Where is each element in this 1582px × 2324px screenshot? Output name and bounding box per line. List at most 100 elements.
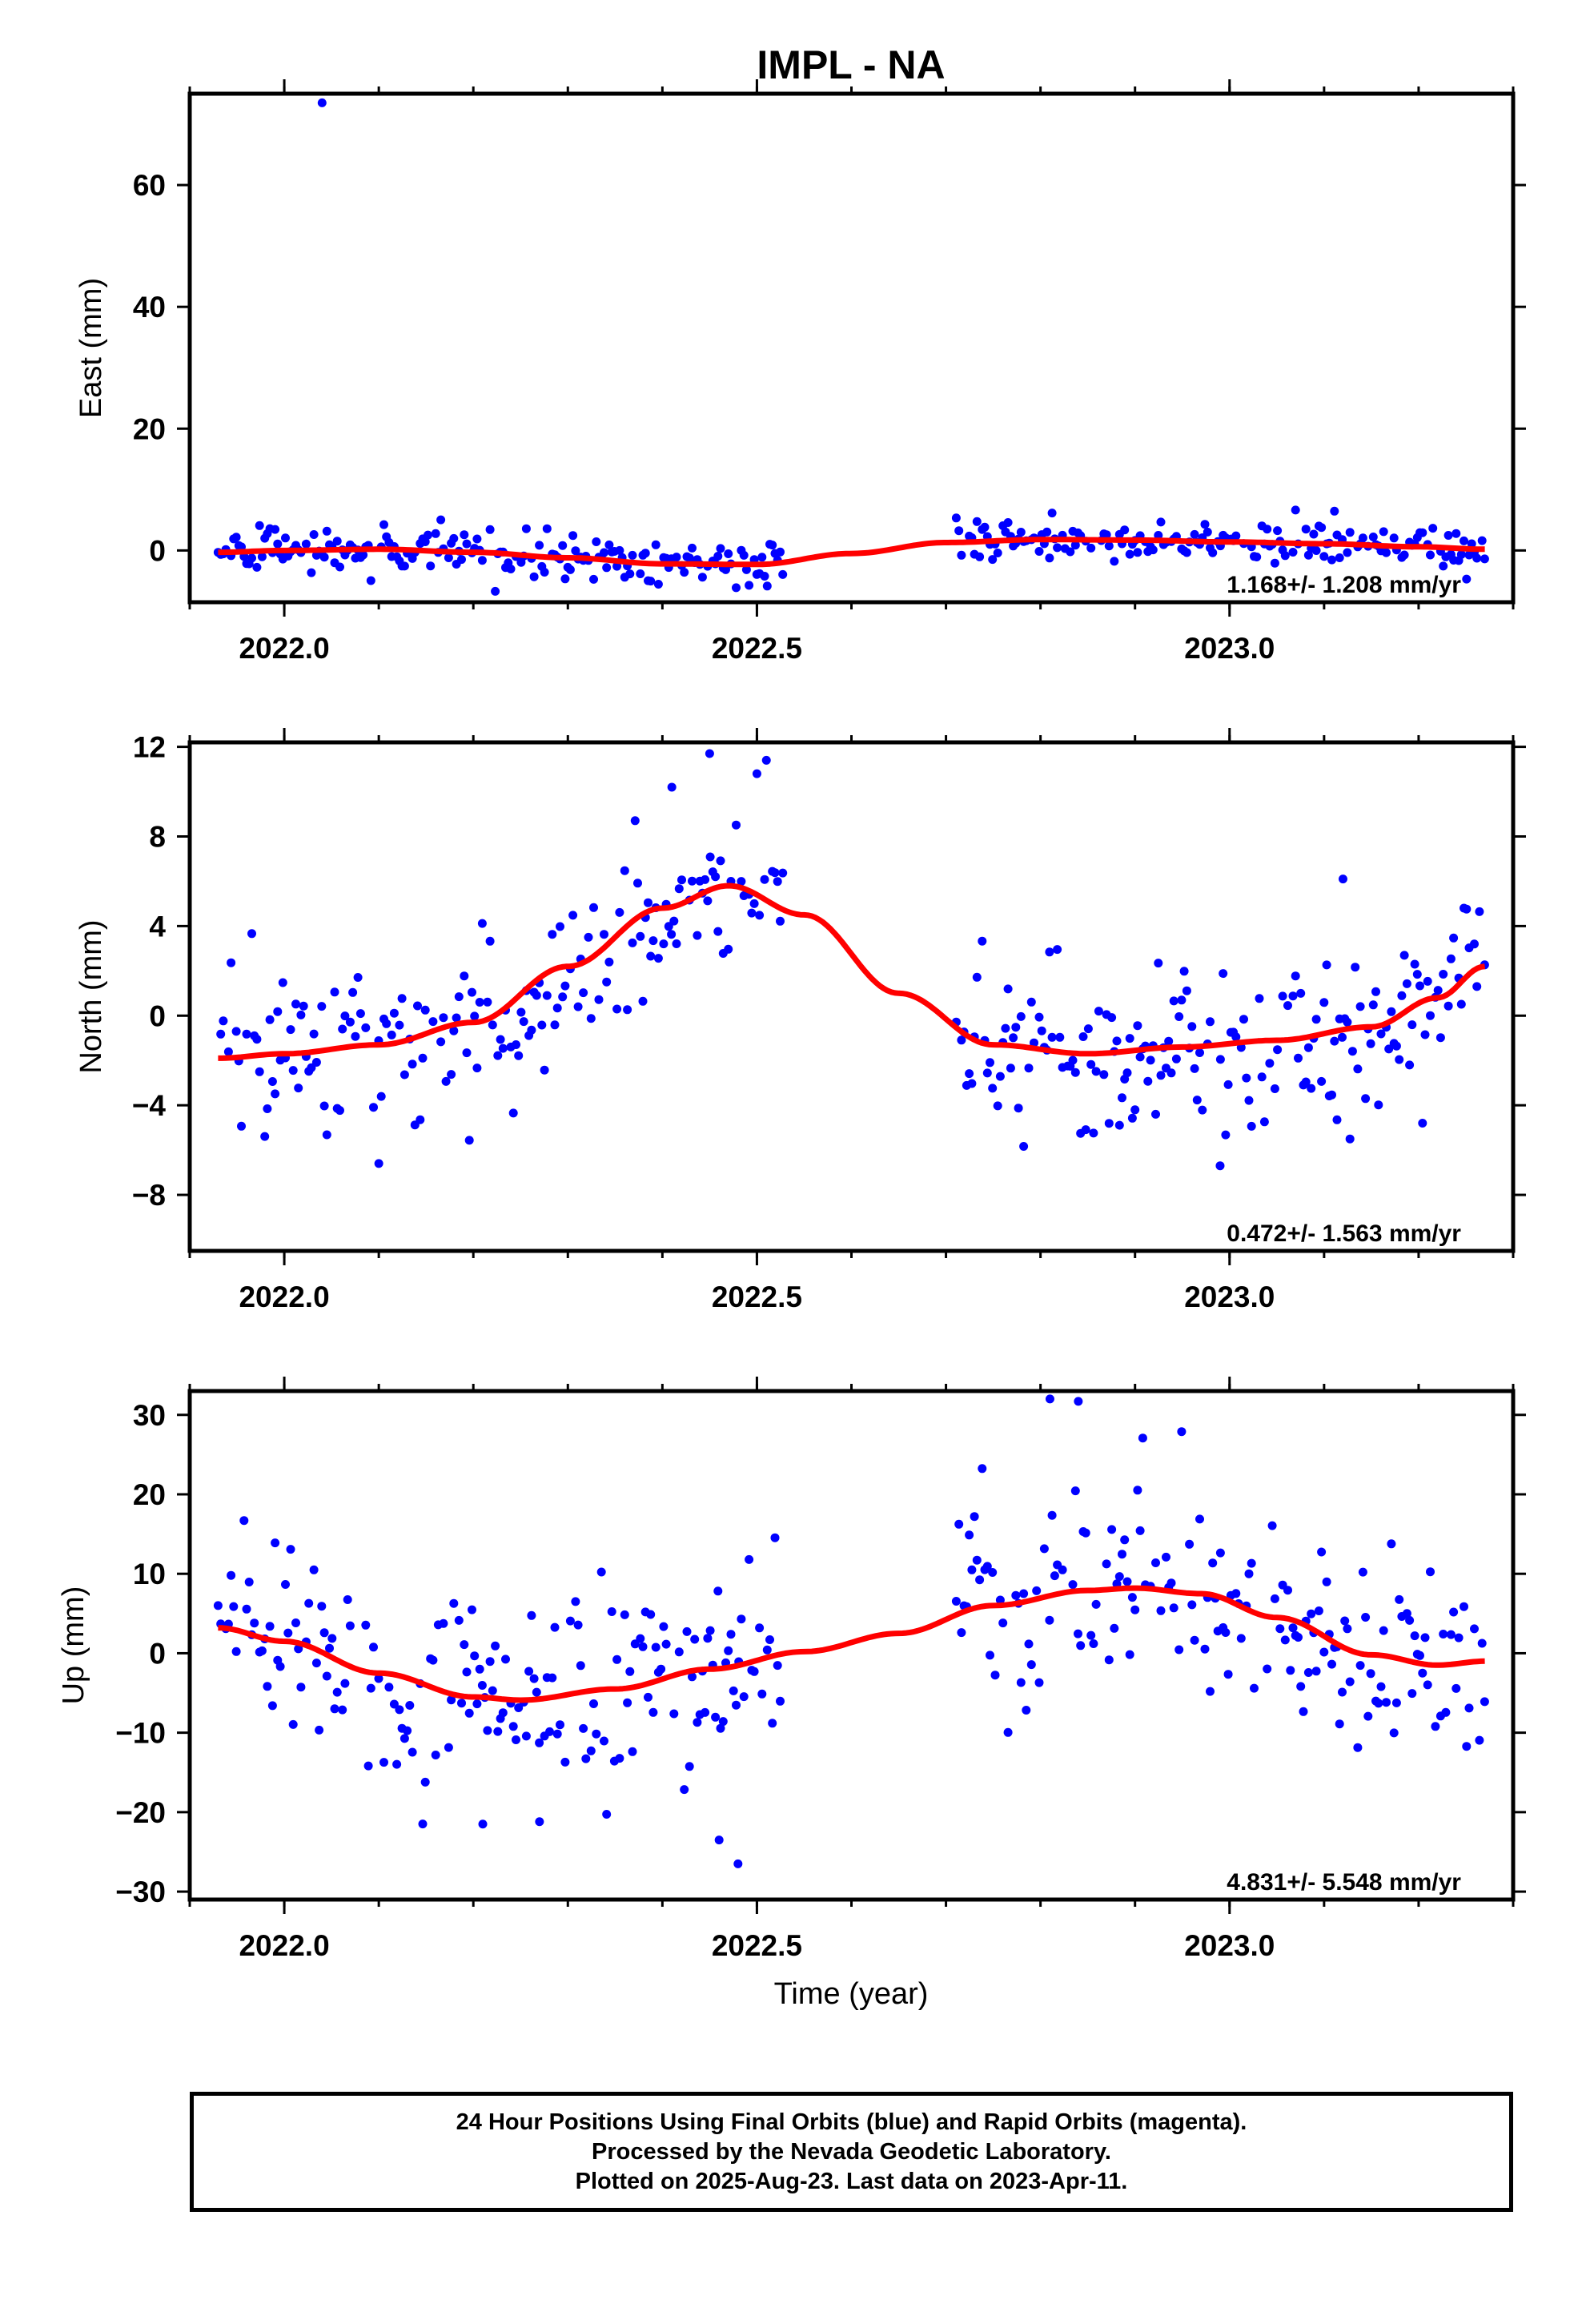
data-point [980,522,990,532]
data-point [1086,1630,1096,1640]
data-point [449,1026,459,1035]
data-point [322,1671,331,1681]
data-point [1016,1678,1026,1687]
data-point [1307,1609,1316,1618]
data-point [995,1595,1005,1605]
data-point [972,1555,982,1565]
x-tick-label: 2023.0 [1184,1929,1275,1962]
data-point [439,1013,448,1023]
data-point [355,1009,365,1019]
data-point [1415,1651,1424,1660]
data-point [1472,553,1482,563]
data-point [701,875,710,884]
data-point [319,1628,329,1638]
data-point [677,875,686,885]
data-point [747,908,757,918]
data-point [444,553,453,562]
data-point [560,981,570,991]
data-point [1120,1535,1130,1545]
data-point [1301,1077,1311,1087]
data-point [636,1634,645,1643]
data-point [957,550,966,560]
data-point [1410,959,1419,969]
data-point [1206,1687,1215,1696]
data-point [602,563,612,573]
data-point [1039,1544,1049,1554]
y-tick-label: −30 [115,1876,166,1908]
data-point [749,1667,759,1676]
data-point [247,929,256,939]
data-point [1288,1623,1298,1633]
data-point [965,1530,974,1540]
data-point [1206,1017,1215,1027]
data-point [552,1003,562,1013]
data-point [589,903,598,912]
data-point [990,1671,1000,1680]
data-point [1118,1550,1126,1559]
data-point [366,576,375,585]
data-point [998,1618,1008,1628]
data-point [550,1020,560,1030]
data-point [711,1712,721,1722]
data-point [512,1040,520,1049]
data-point [988,1568,998,1577]
data-point [231,1647,241,1656]
data-point [1275,1624,1285,1634]
data-point [604,957,614,967]
data-point [441,1076,451,1086]
data-point [353,973,363,982]
data-point [967,1565,977,1574]
data-point [612,1655,622,1664]
data-point [1223,1670,1233,1679]
data-point [1405,1060,1415,1070]
data-point-outlier [317,98,327,107]
data-point [1133,1021,1142,1031]
data-point [1317,523,1327,533]
data-point [1164,1036,1174,1046]
data-point [227,958,236,967]
data-point [1112,1036,1122,1046]
data-point [351,1031,360,1041]
y-tick-label: 0 [149,1637,166,1670]
data-point [1114,1120,1124,1130]
data-point [623,1698,632,1707]
data-point [1361,1094,1371,1104]
data-point-outlier [705,749,714,758]
data-point [1081,1528,1090,1538]
data-point [1055,1032,1065,1042]
data-point [1016,1011,1026,1021]
data-point [408,1747,417,1757]
data-point [1078,1032,1088,1041]
data-point [713,1586,723,1596]
data-point [1299,1707,1308,1716]
data-point [369,1103,378,1112]
data-point [1395,1055,1404,1064]
data-point [335,562,344,572]
data-point [982,1562,992,1571]
data-point [1148,545,1158,555]
data-point [301,539,311,549]
data-point [659,1622,669,1631]
data-point [739,1692,749,1702]
data-point [389,1008,399,1018]
data-point [718,1717,728,1727]
data-point [1047,1032,1057,1042]
data-point [508,1722,518,1731]
data-point [400,1070,409,1080]
data-point [263,1104,272,1113]
data-point [972,972,982,982]
data-point [291,999,300,1009]
x-tick-label: 2022.5 [712,632,802,665]
data-point [460,971,469,981]
data-point [475,1664,484,1674]
data-point [1034,1012,1044,1022]
data-point-outlier [667,782,677,792]
data-point [281,1580,290,1589]
data-point [1195,1514,1204,1524]
data-point [957,1035,966,1045]
data-point [361,1620,371,1630]
data-point [1120,525,1130,535]
data-point [1327,1659,1336,1669]
data-point [659,939,669,949]
data-point [1030,1038,1038,1047]
